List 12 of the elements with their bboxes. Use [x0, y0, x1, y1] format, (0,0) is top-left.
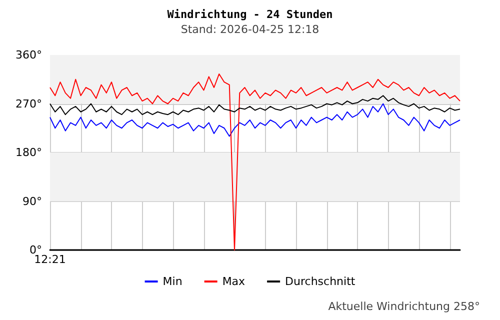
y-tick-label: 360° — [16, 48, 42, 62]
y-tick-label: 90° — [22, 194, 42, 208]
chart-subtitle: Stand: 2026-04-25 12:18 — [180, 23, 320, 36]
line-series — [50, 95, 460, 116]
legend-label: Durchschnitt — [285, 275, 356, 288]
line-series — [50, 103, 460, 137]
legend-label: Min — [162, 275, 182, 288]
legend-label: Max — [222, 275, 246, 288]
chart-title: Windrichtung - 24 Stunden — [167, 8, 333, 21]
y-tick-label: 180° — [16, 146, 42, 159]
text: Aktuelle Windrichtung 258° — [328, 300, 480, 313]
y-tick-label: 270° — [16, 97, 42, 110]
